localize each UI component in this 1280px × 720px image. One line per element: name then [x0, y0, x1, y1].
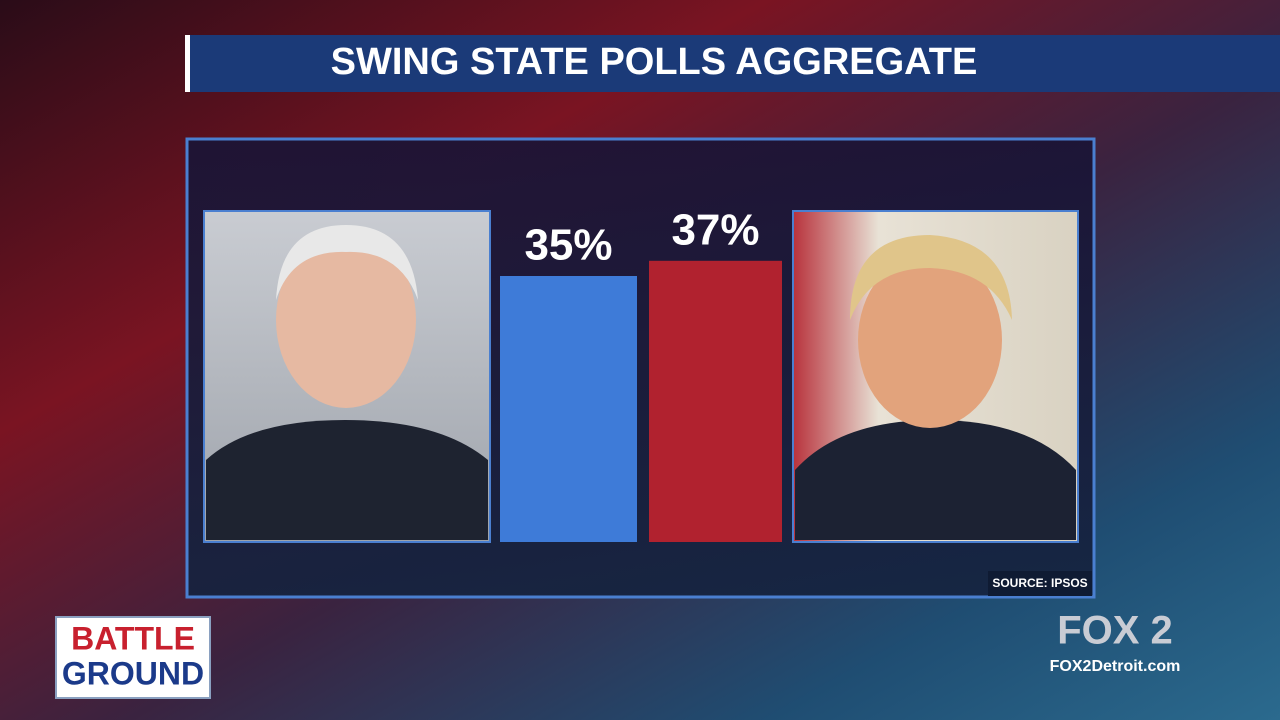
source: SOURCE: IPSOS [992, 576, 1087, 590]
title: SWING STATE POLLS AGGREGATE [331, 41, 978, 83]
title-bar [185, 35, 1280, 92]
website: FOX2Detroit.com [1050, 658, 1181, 675]
title-accent [185, 35, 190, 92]
show-name-line: BATTLE [71, 620, 195, 656]
source-box [988, 571, 1092, 596]
bar [500, 276, 637, 542]
photo-right [792, 210, 1079, 543]
show-logo [55, 616, 211, 699]
photo-left [203, 210, 491, 543]
value-label: 35% [524, 221, 612, 270]
show-name-line: GROUND [62, 655, 204, 691]
network-logo: FOX 2 [1057, 609, 1173, 653]
bar [649, 260, 782, 542]
value-label: 37% [671, 205, 759, 254]
